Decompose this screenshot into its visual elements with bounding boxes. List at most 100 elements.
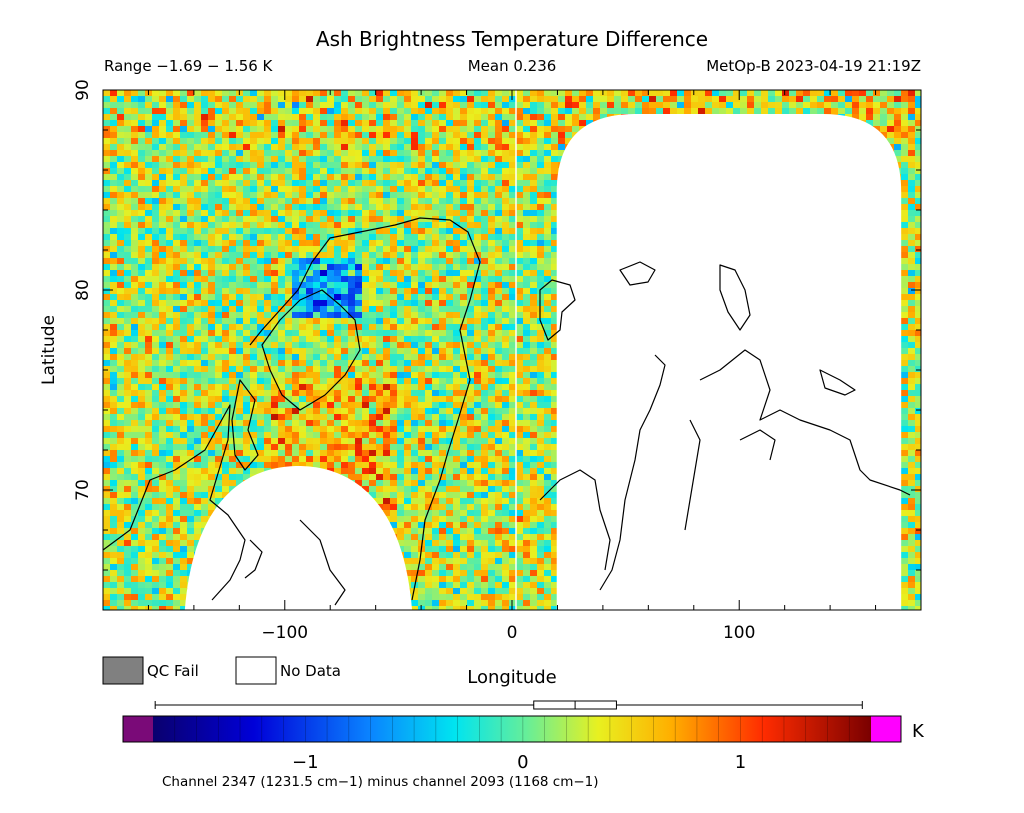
heatmap-cell — [264, 114, 272, 121]
heatmap-cell — [558, 150, 566, 157]
heatmap-cell — [439, 246, 447, 253]
heatmap-cell — [138, 144, 146, 151]
heatmap-cell — [537, 336, 545, 343]
heatmap-cell — [530, 108, 538, 115]
heatmap-cell — [425, 270, 433, 277]
heatmap-cell — [250, 108, 258, 115]
heatmap-cell — [439, 234, 447, 241]
heatmap-cell — [313, 150, 321, 157]
heatmap-cell — [215, 324, 223, 331]
heatmap-cell — [502, 264, 510, 271]
heatmap-cell — [446, 228, 454, 235]
heatmap-cell — [124, 276, 132, 283]
heatmap-cell — [551, 180, 559, 187]
heatmap-cell — [320, 336, 328, 343]
heatmap-cell — [201, 144, 209, 151]
heatmap-cell — [201, 270, 209, 277]
heatmap-cell — [502, 306, 510, 313]
heatmap-cell — [901, 210, 909, 217]
heatmap-cell — [159, 276, 167, 283]
heatmap-cell — [362, 120, 370, 127]
heatmap-cell — [460, 156, 468, 163]
heatmap-cell — [229, 198, 237, 205]
heatmap-cell — [159, 186, 167, 193]
heatmap-cell — [908, 282, 916, 289]
heatmap-cell — [551, 330, 559, 337]
heatmap-cell — [131, 324, 139, 331]
heatmap-cell — [334, 336, 342, 343]
heatmap-cell — [376, 156, 384, 163]
heatmap-cell — [124, 330, 132, 337]
heatmap-cell — [887, 102, 895, 109]
heatmap-cell — [320, 90, 328, 97]
heatmap-cell — [621, 108, 629, 115]
heatmap-cell — [173, 114, 181, 121]
heatmap-cell — [523, 138, 531, 145]
heatmap-cell — [341, 120, 349, 127]
heatmap-cell — [516, 276, 524, 283]
heatmap-cell — [376, 288, 384, 295]
heatmap-cell — [467, 240, 475, 247]
heatmap-cell — [376, 240, 384, 247]
heatmap-cell — [474, 306, 482, 313]
heatmap-cell — [355, 186, 363, 193]
heatmap-cell — [390, 228, 398, 235]
heatmap-cell — [523, 270, 531, 277]
heatmap-cell — [439, 186, 447, 193]
heatmap-cell — [383, 240, 391, 247]
heatmap-cell — [243, 342, 251, 349]
heatmap-cell — [775, 102, 783, 109]
heatmap-cell — [124, 312, 132, 319]
heatmap-cell — [481, 132, 489, 139]
heatmap-cell — [299, 294, 307, 301]
heatmap-cell — [313, 264, 321, 271]
heatmap-cell — [376, 330, 384, 337]
heatmap-cell — [544, 132, 552, 139]
heatmap-cell — [663, 102, 671, 109]
heatmap-cell — [243, 252, 251, 259]
heatmap-cell — [208, 258, 216, 265]
heatmap-cell — [264, 120, 272, 127]
heatmap-cell — [117, 108, 125, 115]
heatmap-cell — [201, 300, 209, 307]
heatmap-cell — [355, 282, 363, 289]
heatmap-cell — [544, 114, 552, 121]
heatmap-cell — [306, 114, 314, 121]
heatmap-cell — [131, 228, 139, 235]
heatmap-cell — [488, 264, 496, 271]
heatmap-cell — [901, 108, 909, 115]
heatmap-cell — [432, 246, 440, 253]
heatmap-cell — [194, 282, 202, 289]
heatmap-cell — [376, 120, 384, 127]
heatmap-cell — [180, 108, 188, 115]
heatmap-cell — [173, 180, 181, 187]
heatmap-cell — [397, 234, 405, 241]
heatmap-cell — [194, 162, 202, 169]
heatmap-cell — [523, 96, 531, 103]
heatmap-cell — [915, 270, 921, 277]
heatmap-cell — [187, 276, 195, 283]
heatmap-cell — [523, 216, 531, 223]
heatmap-cell — [915, 180, 921, 187]
heatmap-cell — [880, 114, 888, 121]
heatmap-cell — [341, 132, 349, 139]
heatmap-cell — [180, 156, 188, 163]
heatmap-cell — [222, 240, 230, 247]
heatmap-cell — [537, 300, 545, 307]
heatmap-cell — [187, 192, 195, 199]
heatmap-cell — [544, 222, 552, 229]
heatmap-cell — [313, 204, 321, 211]
heatmap-cell — [131, 132, 139, 139]
heatmap-cell — [236, 138, 244, 145]
heatmap-cell — [439, 312, 447, 319]
heatmap-cell — [348, 336, 356, 343]
heatmap-cell — [236, 234, 244, 241]
heatmap-cell — [467, 138, 475, 145]
heatmap-cell — [292, 228, 300, 235]
heatmap-cell — [453, 240, 461, 247]
heatmap-cell — [348, 210, 356, 217]
heatmap-cell — [131, 120, 139, 127]
heatmap-cell — [110, 330, 118, 337]
heatmap-cell — [117, 144, 125, 151]
heatmap-cell — [348, 96, 356, 103]
